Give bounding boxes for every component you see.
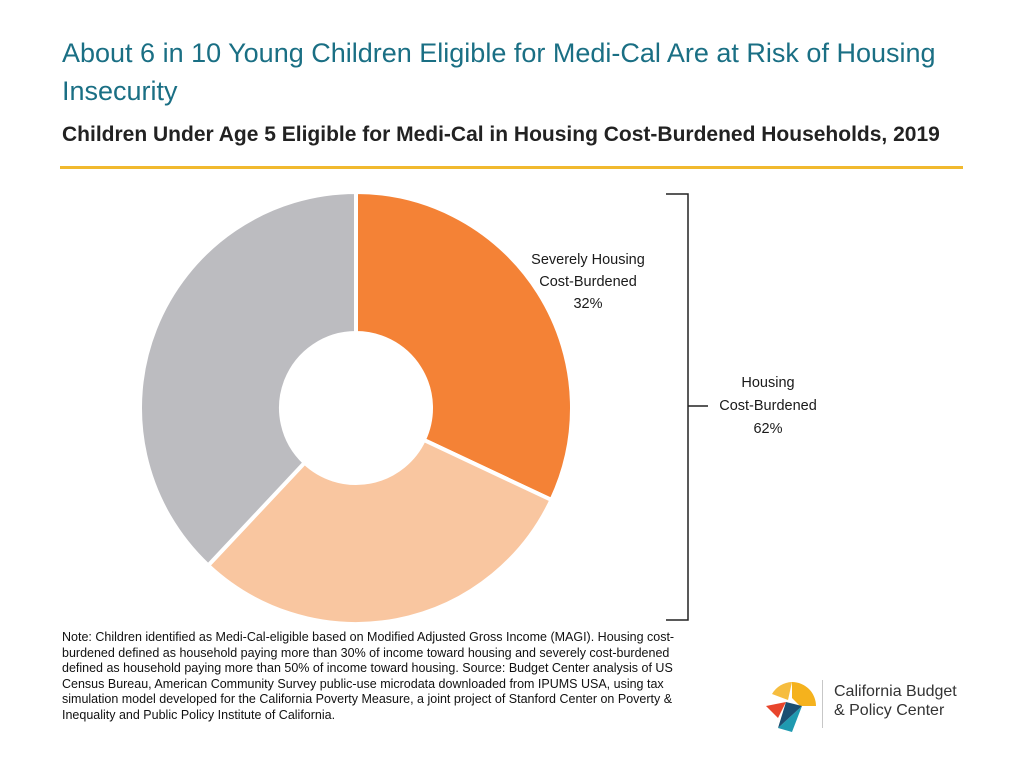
title-divider <box>60 166 963 169</box>
chart-subtitle: Children Under Age 5 Eligible for Medi-C… <box>62 123 940 146</box>
bracket-label: Housing Cost-Burdened 62% <box>719 375 817 437</box>
severe-slice-label: Severely Housing Cost-Burdened 32% <box>531 252 645 312</box>
donut-slice-2 <box>205 437 555 626</box>
logo-name-line1: California Budget <box>834 683 957 700</box>
logo-mark-icon <box>766 682 816 732</box>
donut-slice-1 <box>354 189 574 503</box>
bracket-label-line2: Cost-Burdened <box>719 398 817 414</box>
logo-name-line2: & Policy Center <box>834 702 945 719</box>
bracket-label-value: 62% <box>753 421 782 437</box>
source-note: Note: Children identified as Medi-Cal-el… <box>62 630 675 722</box>
chart-title: About 6 in 10 Young Children Eligible fo… <box>62 38 936 106</box>
cost-burdened-bracket <box>666 193 708 621</box>
organization-logo: California Budget & Policy Center <box>762 676 982 736</box>
severe-label-value: 32% <box>573 296 602 312</box>
donut-slice-3 <box>138 189 358 569</box>
logo-name: California Budget & Policy Center <box>834 682 984 720</box>
donut-slices <box>138 189 574 626</box>
logo-divider <box>822 680 823 728</box>
bracket-label-line1: Housing <box>741 375 794 391</box>
severe-label-line2: Cost-Burdened <box>539 274 637 290</box>
severe-label-line1: Severely Housing <box>531 252 645 268</box>
